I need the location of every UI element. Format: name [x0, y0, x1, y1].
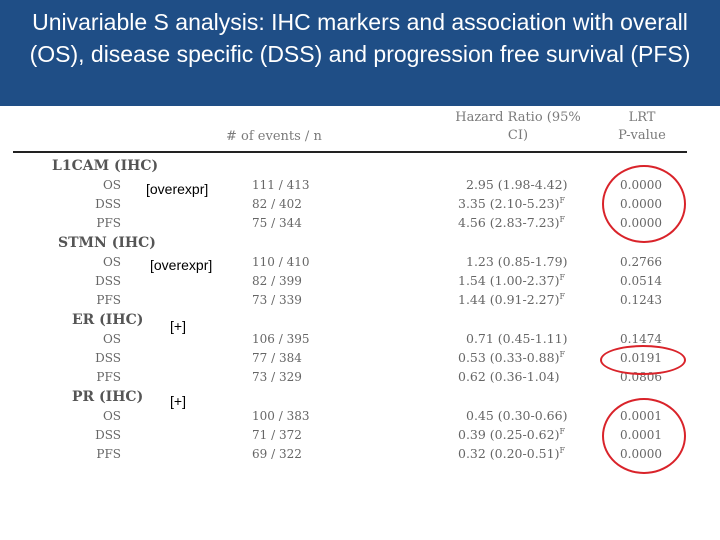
hazard-ratio-cell: 0.45 (0.30-0.66) [466, 408, 567, 424]
group-label-er: ER (IHC) [72, 312, 144, 328]
hazard-ratio-cell: 0.71 (0.45-1.11) [466, 331, 567, 347]
highlight-oval-l1cam [602, 165, 686, 243]
hazard-ratio-footnote: F [559, 272, 566, 282]
events-cell: 111 / 413 [252, 178, 310, 192]
hazard-ratio-cell: 1.54 (1.00-2.37)F [458, 273, 565, 289]
hazard-ratio-value: 0.39 (0.25-0.62) [458, 427, 560, 442]
row-label: OS [102, 178, 121, 192]
hazard-ratio-cell: 1.44 (0.91-2.27)F [458, 292, 565, 308]
events-cell: 110 / 410 [252, 255, 310, 269]
hazard-ratio-value: 0.32 (0.20-0.51) [458, 446, 560, 461]
hazard-ratio-footnote: F [559, 291, 566, 301]
row-label: OS [102, 255, 121, 269]
header-rule [13, 151, 687, 153]
hazard-ratio-footnote: F [559, 195, 566, 205]
events-cell: 100 / 383 [252, 409, 310, 423]
hazard-ratio-header-line2: CI) [507, 128, 529, 143]
annotation-pr: [+] [170, 393, 186, 409]
hazard-ratio-footnote: F [559, 214, 566, 224]
row-label: DSS [95, 428, 121, 442]
slide-title: Univariable S analysis: IHC markers and … [29, 9, 691, 67]
p-value-cell: 0.1243 [620, 293, 662, 307]
events-cell: 77 / 384 [252, 351, 302, 365]
row-label: OS [102, 332, 121, 346]
events-cell: 69 / 322 [252, 447, 302, 461]
lrt-column-header: LRT P-value [608, 109, 676, 145]
p-value-cell: 0.0514 [620, 274, 662, 288]
hazard-ratio-value: 0.53 (0.33-0.88) [458, 350, 560, 365]
hazard-ratio-cell: 4.56 (2.83-7.23)F [458, 215, 565, 231]
row-label: DSS [95, 274, 121, 288]
hazard-ratio-value: 2.95 (1.98-4.42) [466, 177, 568, 192]
events-cell: 82 / 402 [252, 197, 302, 211]
hazard-ratio-cell: 0.53 (0.33-0.88)F [458, 350, 565, 366]
hazard-ratio-header-line1: Hazard Ratio (95% [455, 110, 581, 125]
events-cell: 71 / 372 [252, 428, 302, 442]
hazard-ratio-value: 0.45 (0.30-0.66) [466, 408, 568, 423]
events-cell: 82 / 399 [252, 274, 302, 288]
hazard-ratio-cell: 2.95 (1.98-4.42) [466, 177, 567, 193]
hazard-ratio-value: 0.71 (0.45-1.11) [466, 331, 568, 346]
highlight-oval-er-dss [600, 345, 686, 375]
events-cell: 73 / 329 [252, 370, 302, 384]
row-label: PFS [96, 447, 121, 461]
hazard-ratio-cell: 3.35 (2.10-5.23)F [458, 196, 565, 212]
hazard-ratio-footnote: F [559, 426, 566, 436]
hazard-ratio-value: 1.23 (0.85-1.79) [466, 254, 568, 269]
hazard-ratio-value: 3.35 (2.10-5.23) [458, 196, 560, 211]
hazard-ratio-cell: 0.39 (0.25-0.62)F [458, 427, 565, 443]
lrt-header-line1: LRT [628, 110, 656, 125]
group-label-l1cam: L1CAM (IHC) [52, 158, 159, 174]
annotation-er: [+] [170, 318, 186, 334]
hazard-ratio-value: 1.44 (0.91-2.27) [458, 292, 560, 307]
row-label: PFS [96, 370, 121, 384]
title-banner: Univariable S analysis: IHC markers and … [0, 0, 720, 106]
events-column-header: # of events / n [226, 129, 322, 144]
events-cell: 73 / 339 [252, 293, 302, 307]
p-value-cell: 0.1474 [620, 332, 662, 346]
events-cell: 106 / 395 [252, 332, 310, 346]
hazard-ratio-footnote: F [559, 349, 566, 359]
row-label: OS [102, 409, 121, 423]
row-label: PFS [96, 216, 121, 230]
lrt-header-line2: P-value [618, 128, 666, 143]
hazard-ratio-column-header: Hazard Ratio (95% CI) [452, 109, 584, 145]
hazard-ratio-footnote: F [559, 445, 566, 455]
events-cell: 75 / 344 [252, 216, 302, 230]
row-label: DSS [95, 351, 121, 365]
annotation-stmn: [overexpr] [150, 257, 213, 273]
hazard-ratio-cell: 1.23 (0.85-1.79) [466, 254, 567, 270]
annotation-l1cam: [overexpr] [146, 181, 209, 197]
group-label-pr: PR (IHC) [72, 389, 144, 405]
hazard-ratio-value: 0.62 (0.36-1.04) [458, 369, 560, 384]
hazard-ratio-cell: 0.32 (0.20-0.51)F [458, 446, 565, 462]
hazard-ratio-cell: 0.62 (0.36-1.04) [458, 369, 559, 385]
p-value-cell: 0.2766 [620, 255, 662, 269]
hazard-ratio-value: 4.56 (2.83-7.23) [458, 215, 560, 230]
row-label: PFS [96, 293, 121, 307]
row-label: DSS [95, 197, 121, 211]
hazard-ratio-value: 1.54 (1.00-2.37) [458, 273, 560, 288]
group-label-stmn: STMN (IHC) [58, 235, 156, 251]
highlight-oval-pr [602, 398, 686, 474]
